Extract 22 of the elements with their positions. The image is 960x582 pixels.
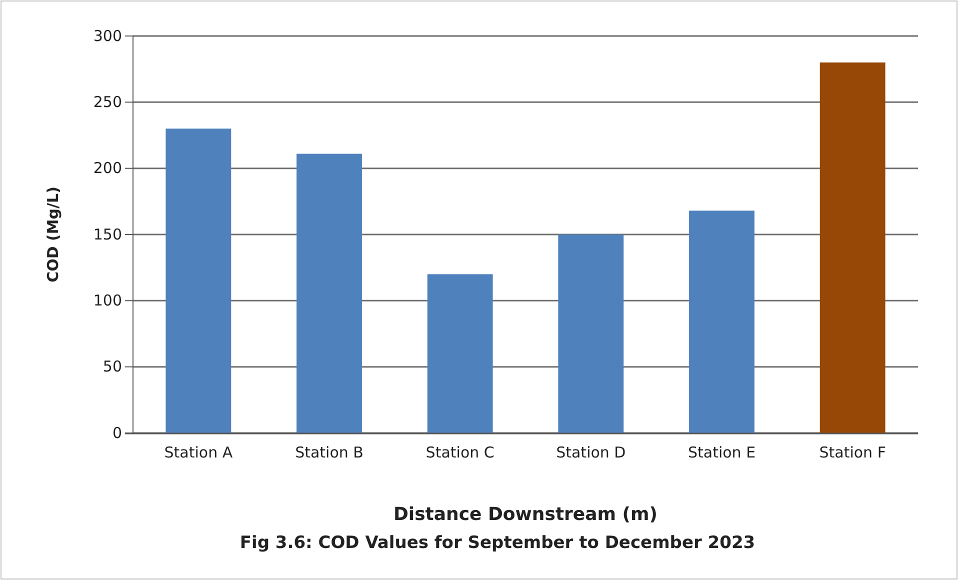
y-tick-label: 50	[102, 358, 122, 376]
bar	[296, 154, 362, 433]
y-tick-label: 300	[93, 26, 122, 45]
bar	[427, 274, 493, 433]
y-tick-label: 100	[93, 291, 122, 310]
x-tick-label: Station C	[426, 444, 494, 462]
bar	[689, 210, 754, 433]
y-tick-label: 0	[112, 424, 122, 442]
x-axis-title: Distance Downstream (m)	[393, 504, 658, 525]
x-tick-label: Station F	[819, 444, 886, 462]
y-tick-label: 250	[93, 92, 122, 111]
x-tick-label: Station E	[688, 444, 756, 462]
x-tick-label: Station B	[295, 444, 364, 462]
y-tick-label: 150	[93, 225, 122, 244]
x-tick-label: Station A	[164, 444, 234, 462]
bar	[820, 62, 886, 433]
bar	[558, 234, 624, 433]
bar	[166, 128, 232, 433]
y-axis-title: COD (Mg/L)	[44, 186, 62, 282]
y-tick-label: 200	[93, 159, 122, 178]
text: Fig 3.6: COD Values for September to December 2023	[240, 533, 756, 553]
x-tick-label: Station D	[556, 444, 626, 462]
